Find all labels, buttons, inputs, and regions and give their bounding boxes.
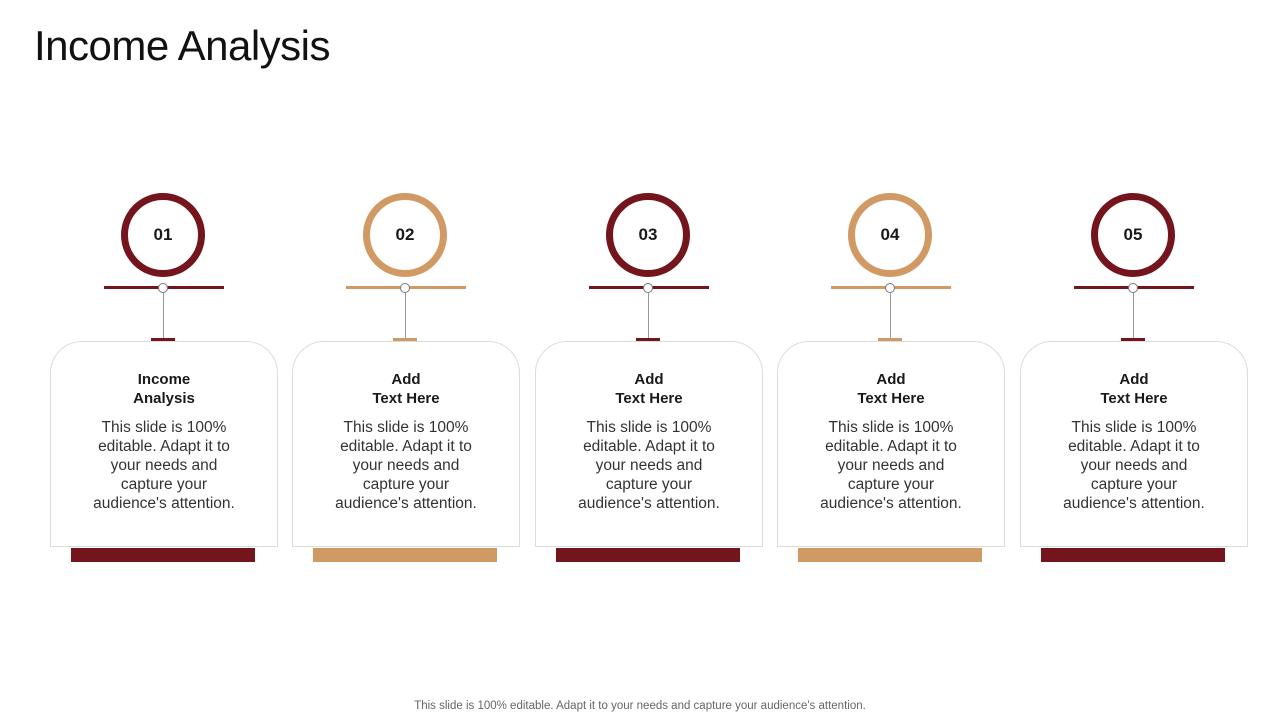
card-base-bar (71, 548, 255, 562)
card-heading: Add Text Here (1100, 371, 1168, 407)
connector-line (647, 293, 649, 339)
number-ring: 04 (848, 193, 932, 277)
connector-line (162, 293, 164, 339)
card-body: This slide is 100% editable. Adapt it to… (335, 419, 477, 512)
step-card: Add Text Here This slide is 100% editabl… (1020, 341, 1248, 547)
connector-tick (151, 338, 175, 342)
connector-tick (878, 338, 902, 342)
number-ring: 03 (606, 193, 690, 277)
step-card: Income Analysis This slide is 100% edita… (50, 341, 278, 547)
card-body: This slide is 100% editable. Adapt it to… (93, 419, 235, 512)
connector-line (889, 293, 891, 339)
card-body: This slide is 100% editable. Adapt it to… (820, 419, 962, 512)
card-base-bar (798, 548, 982, 562)
card-body: This slide is 100% editable. Adapt it to… (578, 419, 720, 512)
connector-line (1132, 293, 1134, 339)
step-1: 01 Income Analysis This slide is 100% ed… (50, 0, 278, 720)
connector-tick (636, 338, 660, 342)
step-number: 03 (638, 225, 658, 244)
step-2: 02 Add Text Here This slide is 100% edit… (292, 0, 520, 720)
step-3: 03 Add Text Here This slide is 100% edit… (535, 0, 763, 720)
connector-tick (393, 338, 417, 342)
slide-title: Income Analysis (34, 22, 330, 69)
number-ring: 02 (363, 193, 447, 277)
step-number: 05 (1123, 225, 1143, 244)
card-base-bar (1041, 548, 1225, 562)
card-heading: Income Analysis (133, 371, 195, 407)
footer-note: This slide is 100% editable. Adapt it to… (414, 700, 866, 712)
connector-node (158, 283, 168, 293)
connector-node (1128, 283, 1138, 293)
step-card: Add Text Here This slide is 100% editabl… (292, 341, 520, 547)
number-ring: 01 (121, 193, 205, 277)
step-number: 04 (880, 225, 900, 244)
card-base-bar (556, 548, 740, 562)
step-5: 05 Add Text Here This slide is 100% edit… (1020, 0, 1248, 720)
connector-node (400, 283, 410, 293)
step-card: Add Text Here This slide is 100% editabl… (777, 341, 1005, 547)
connector-node (643, 283, 653, 293)
card-base-bar (313, 548, 497, 562)
connector-line (404, 293, 406, 339)
connector-tick (1121, 338, 1145, 342)
step-4: 04 Add Text Here This slide is 100% edit… (777, 0, 1005, 720)
connector-node (885, 283, 895, 293)
step-card: Add Text Here This slide is 100% editabl… (535, 341, 763, 547)
card-body: This slide is 100% editable. Adapt it to… (1063, 419, 1205, 512)
card-heading: Add Text Here (372, 371, 440, 407)
step-number: 02 (395, 225, 415, 244)
step-number: 01 (153, 225, 173, 244)
number-ring: 05 (1091, 193, 1175, 277)
card-heading: Add Text Here (615, 371, 683, 407)
card-heading: Add Text Here (857, 371, 925, 407)
